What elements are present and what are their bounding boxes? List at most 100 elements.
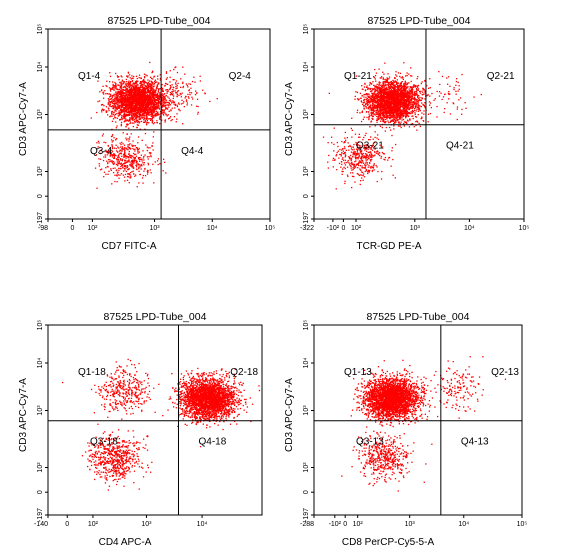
event-point <box>117 159 119 161</box>
event-point <box>150 172 152 174</box>
event-point <box>104 154 106 156</box>
event-point <box>424 93 426 95</box>
event-point <box>148 108 151 110</box>
event-point <box>111 149 113 152</box>
event-point <box>403 121 406 123</box>
event-point <box>133 118 136 120</box>
event-point <box>396 119 398 122</box>
event-point <box>144 132 147 135</box>
event-point <box>159 88 161 90</box>
event-point <box>158 107 160 110</box>
event-point <box>112 104 114 107</box>
event-point <box>151 103 153 106</box>
event-point <box>385 126 388 129</box>
event-point <box>97 146 99 148</box>
event-point <box>128 111 130 113</box>
event-point <box>136 118 138 120</box>
event-point <box>406 94 408 96</box>
event-point <box>414 106 417 108</box>
event-point <box>150 109 153 112</box>
event-point <box>112 154 114 156</box>
event-point <box>392 92 394 95</box>
event-point <box>140 86 142 89</box>
event-point <box>154 101 156 104</box>
event-point <box>113 153 115 155</box>
event-point <box>121 107 123 109</box>
event-point <box>392 113 394 115</box>
event-point <box>112 140 114 142</box>
event-point <box>409 119 411 121</box>
event-point <box>159 123 161 125</box>
event-point <box>392 79 394 82</box>
event-point <box>149 90 151 92</box>
event-point <box>376 119 379 121</box>
event-point <box>136 89 139 92</box>
event-point <box>153 103 155 105</box>
event-point <box>136 98 139 101</box>
event-point <box>147 79 149 81</box>
event-point <box>157 97 159 100</box>
event-point <box>130 108 132 110</box>
event-point <box>115 105 117 107</box>
event-point <box>125 137 127 139</box>
event-point <box>100 89 103 92</box>
event-point <box>417 76 419 78</box>
event-point <box>145 95 148 97</box>
event-point <box>150 155 152 157</box>
event-point <box>141 94 143 96</box>
event-point <box>116 107 118 109</box>
event-point <box>138 101 141 103</box>
event-point <box>138 90 140 92</box>
event-point <box>199 75 201 77</box>
event-point <box>166 91 168 93</box>
event-point <box>364 93 367 96</box>
event-point <box>411 94 413 96</box>
event-point <box>408 90 410 92</box>
event-point <box>103 171 106 173</box>
event-point <box>172 100 174 102</box>
event-point <box>144 101 146 103</box>
event-point <box>157 106 159 108</box>
event-point <box>418 105 420 107</box>
event-point <box>372 99 374 102</box>
event-point <box>146 102 148 105</box>
event-point <box>142 182 144 184</box>
event-point <box>132 102 134 104</box>
event-point <box>420 90 422 92</box>
x-tick-label: -98 <box>38 225 48 232</box>
event-point <box>378 95 380 98</box>
event-point <box>107 162 109 164</box>
event-point <box>125 118 127 120</box>
event-point <box>175 92 177 94</box>
event-point <box>387 78 389 80</box>
event-point <box>135 102 137 105</box>
event-point <box>395 119 397 121</box>
event-point <box>155 91 157 93</box>
event-point <box>400 113 402 115</box>
event-point <box>144 89 146 91</box>
event-point <box>161 88 163 90</box>
event-point <box>112 107 114 109</box>
event-point <box>169 91 172 94</box>
event-point <box>146 94 148 97</box>
event-point <box>102 91 105 93</box>
event-point <box>139 107 141 109</box>
event-point <box>118 102 120 104</box>
event-point <box>131 122 134 124</box>
event-point <box>355 75 358 77</box>
event-point <box>426 94 429 96</box>
event-point <box>149 80 151 82</box>
event-point <box>156 114 158 116</box>
event-point <box>125 102 127 105</box>
event-point <box>131 110 133 113</box>
event-point <box>374 86 376 88</box>
event-point <box>426 85 428 87</box>
event-point <box>146 113 148 115</box>
event-point <box>144 97 146 99</box>
event-point <box>133 75 135 78</box>
event-point <box>148 105 150 107</box>
event-point <box>143 87 145 89</box>
event-point <box>122 91 124 94</box>
event-point <box>368 84 371 86</box>
event-point <box>379 87 381 89</box>
